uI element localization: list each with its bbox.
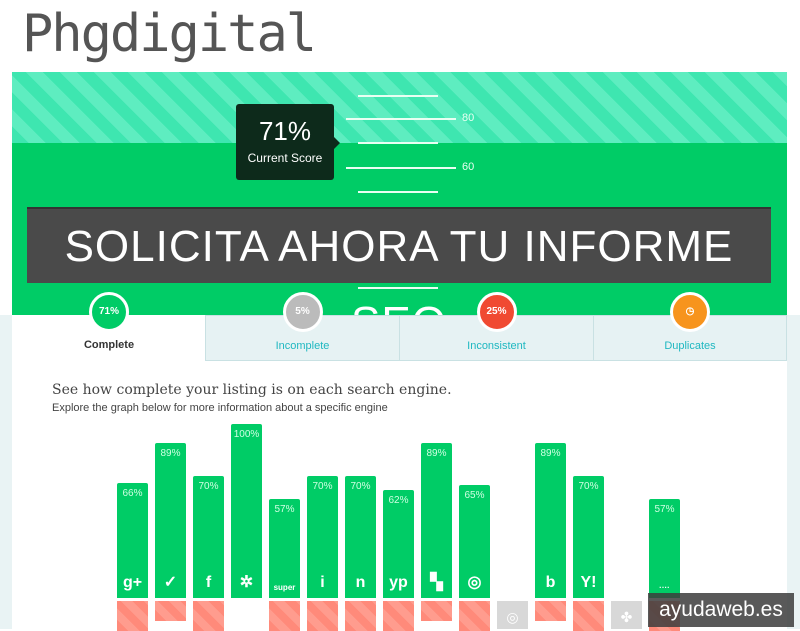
clock-icon: ◷ xyxy=(670,292,710,332)
gauge-tick xyxy=(346,167,456,169)
badge-complete: 71% xyxy=(89,292,129,332)
engine-hotfrog-missing[interactable]: ✤ xyxy=(611,601,642,629)
current-score-tooltip: 71% Current Score xyxy=(236,104,340,180)
seo-report-banner[interactable]: SOLICITA AHORA TU INFORME SEO xyxy=(27,207,771,347)
gauge-tick xyxy=(346,118,456,120)
citysearch-icon: ▚ xyxy=(430,573,443,591)
bar-superpages[interactable]: 57% super xyxy=(269,498,300,598)
bar-other[interactable]: 57% ···· xyxy=(649,498,680,598)
neustar-icon: n xyxy=(355,573,366,591)
bar-yahoo-inconsistent[interactable] xyxy=(573,601,604,631)
gauge-tick xyxy=(358,191,438,193)
gauge-label-80: 80 xyxy=(462,112,475,124)
logo: Phgdigital xyxy=(22,4,317,64)
yelp-icon: ✲ xyxy=(239,574,254,591)
yahoo-icon: Y! xyxy=(580,573,597,591)
gauge-tick xyxy=(358,287,438,289)
foursquare-icon: ✓ xyxy=(163,573,178,591)
current-score-label: Current Score xyxy=(247,151,323,165)
bar-label: 70% xyxy=(312,481,333,493)
mapquest-icon: ◎ xyxy=(467,573,482,591)
engine-yahoo-local-missing[interactable]: ◎ xyxy=(497,601,528,629)
bar-label: 89% xyxy=(160,448,181,460)
bar-citysearch-inconsistent[interactable] xyxy=(421,601,452,621)
watermark: ayudaweb.es xyxy=(648,593,794,627)
bar-neustar[interactable]: 70% n xyxy=(345,476,376,598)
section-subheading: Explore the graph below for more informa… xyxy=(52,402,388,414)
tab-label: Duplicates xyxy=(664,340,716,352)
bar-label: 89% xyxy=(426,448,447,460)
bar-superpages-inconsistent[interactable] xyxy=(269,601,300,631)
other-icon: ···· xyxy=(659,582,670,592)
current-score-value: 71% xyxy=(258,116,312,146)
bar-label: 70% xyxy=(198,481,219,493)
bar-label: 62% xyxy=(388,495,409,507)
bar-label: 70% xyxy=(578,481,599,493)
bar-label: 66% xyxy=(122,488,143,500)
bar-label: 65% xyxy=(464,489,485,501)
bar-label: 57% xyxy=(654,503,675,515)
bar-foursquare-inconsistent[interactable] xyxy=(155,601,186,621)
tab-label: Inconsistent xyxy=(467,340,526,352)
bar-yellowpages[interactable]: 62% yp xyxy=(383,490,414,598)
bar-yahoo[interactable]: 70% Y! xyxy=(573,476,604,598)
bar-yelp[interactable]: 100% ✲ xyxy=(231,424,262,598)
bar-mapquest[interactable]: 65% ◎ xyxy=(459,484,490,598)
bing-icon: b xyxy=(545,573,556,591)
bar-google-plus-inconsistent[interactable] xyxy=(117,601,148,631)
target-zone xyxy=(12,72,787,143)
bar-infogroup[interactable]: 70% i xyxy=(307,476,338,598)
bar-label: 70% xyxy=(350,481,371,493)
bar-neustar-inconsistent[interactable] xyxy=(345,601,376,631)
bar-label: 100% xyxy=(233,429,260,440)
tab-label: Incomplete xyxy=(275,340,330,352)
gauge-label-60: 60 xyxy=(462,161,475,173)
bar-facebook-inconsistent[interactable] xyxy=(193,601,224,631)
badge-incomplete: 5% xyxy=(282,292,323,332)
badge-inconsistent: 25% xyxy=(476,292,517,332)
gauge-tick xyxy=(358,95,438,97)
gauge-tick xyxy=(358,142,438,144)
infogroup-icon: i xyxy=(320,573,325,591)
bar-mapquest-inconsistent[interactable] xyxy=(459,601,490,631)
yellowpages-icon: yp xyxy=(389,573,408,591)
facebook-icon: f xyxy=(205,573,212,591)
bar-foursquare[interactable]: 89% ✓ xyxy=(155,443,186,598)
bar-yellowpages-inconsistent[interactable] xyxy=(383,601,414,631)
bar-google-plus[interactable]: 66% g+ xyxy=(117,483,148,598)
google-plus-icon: g+ xyxy=(122,573,143,591)
bar-citysearch[interactable]: 89% ▚ xyxy=(421,443,452,598)
section-heading: See how complete your listing is on each… xyxy=(52,382,452,398)
bar-bing-inconsistent[interactable] xyxy=(535,601,566,621)
bar-infogroup-inconsistent[interactable] xyxy=(307,601,338,631)
bar-label: 89% xyxy=(540,448,561,460)
tab-label: Complete xyxy=(83,339,135,351)
bar-label: 57% xyxy=(274,503,295,515)
superpages-icon: super xyxy=(273,582,296,592)
bar-facebook[interactable]: 70% f xyxy=(193,476,224,598)
bar-bing[interactable]: 89% b xyxy=(535,443,566,598)
